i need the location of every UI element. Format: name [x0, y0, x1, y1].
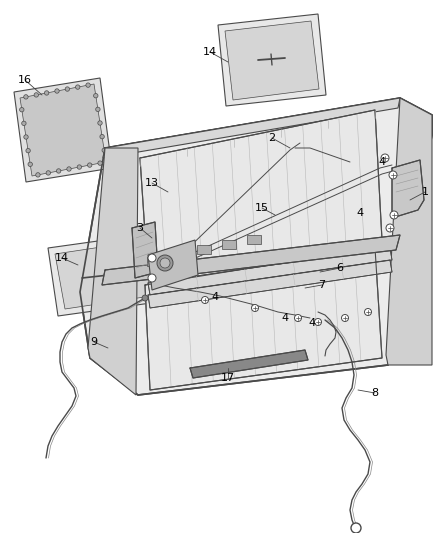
Text: 4: 4	[378, 157, 385, 167]
Circle shape	[364, 309, 371, 316]
Text: 4: 4	[212, 292, 219, 302]
Polygon shape	[80, 98, 432, 395]
Circle shape	[77, 165, 81, 169]
Circle shape	[46, 171, 50, 175]
Circle shape	[36, 173, 40, 177]
Circle shape	[98, 121, 102, 125]
Circle shape	[26, 149, 30, 153]
Circle shape	[201, 296, 208, 303]
Text: 14: 14	[203, 47, 217, 57]
Polygon shape	[225, 21, 319, 100]
Text: 4: 4	[308, 318, 315, 328]
Polygon shape	[148, 260, 392, 308]
Circle shape	[55, 89, 59, 93]
Polygon shape	[148, 240, 198, 290]
Text: 9: 9	[90, 337, 98, 347]
Circle shape	[148, 254, 156, 262]
Circle shape	[75, 85, 80, 90]
Polygon shape	[48, 234, 158, 316]
Text: 14: 14	[55, 253, 69, 263]
Circle shape	[251, 304, 258, 311]
Circle shape	[20, 108, 24, 112]
Circle shape	[94, 93, 98, 98]
Polygon shape	[148, 248, 392, 295]
Circle shape	[148, 274, 156, 282]
Text: 3: 3	[137, 223, 144, 233]
Text: 16: 16	[18, 75, 32, 85]
Text: 8: 8	[371, 388, 378, 398]
Polygon shape	[88, 148, 138, 395]
Circle shape	[88, 163, 92, 167]
Circle shape	[390, 211, 398, 219]
Polygon shape	[20, 84, 106, 176]
Circle shape	[351, 523, 361, 533]
Circle shape	[57, 169, 61, 173]
Polygon shape	[55, 241, 151, 309]
Text: 7: 7	[318, 280, 325, 290]
Polygon shape	[386, 98, 432, 365]
Circle shape	[386, 224, 394, 232]
Circle shape	[24, 95, 28, 99]
Bar	[222, 240, 236, 249]
Circle shape	[67, 167, 71, 171]
Bar	[197, 245, 211, 254]
Text: 6: 6	[336, 263, 343, 273]
Polygon shape	[140, 110, 382, 278]
Circle shape	[342, 314, 349, 321]
Polygon shape	[14, 78, 112, 182]
Polygon shape	[145, 248, 382, 390]
Polygon shape	[132, 222, 158, 278]
Circle shape	[102, 148, 106, 152]
Polygon shape	[392, 160, 424, 218]
Circle shape	[314, 319, 321, 326]
Circle shape	[389, 171, 397, 179]
Circle shape	[160, 258, 170, 268]
Text: 17: 17	[221, 373, 235, 383]
Circle shape	[28, 162, 32, 166]
Circle shape	[34, 93, 39, 97]
Bar	[172, 251, 186, 260]
Bar	[247, 235, 261, 244]
Circle shape	[65, 87, 70, 91]
Polygon shape	[102, 235, 400, 285]
Circle shape	[95, 107, 100, 111]
Text: 13: 13	[145, 178, 159, 188]
Circle shape	[22, 121, 26, 126]
Circle shape	[24, 135, 28, 139]
Circle shape	[44, 91, 49, 95]
Circle shape	[294, 314, 301, 321]
Text: 4: 4	[357, 208, 364, 218]
Polygon shape	[218, 14, 326, 106]
Circle shape	[98, 161, 102, 165]
Polygon shape	[103, 98, 400, 158]
Text: 1: 1	[421, 187, 428, 197]
Text: 2: 2	[268, 133, 276, 143]
Text: 4: 4	[282, 313, 289, 323]
Polygon shape	[190, 350, 308, 378]
Circle shape	[86, 83, 90, 87]
Circle shape	[100, 134, 104, 139]
Circle shape	[142, 295, 148, 301]
Circle shape	[157, 255, 173, 271]
Text: 15: 15	[255, 203, 269, 213]
Circle shape	[381, 154, 389, 162]
Bar	[147, 257, 161, 266]
